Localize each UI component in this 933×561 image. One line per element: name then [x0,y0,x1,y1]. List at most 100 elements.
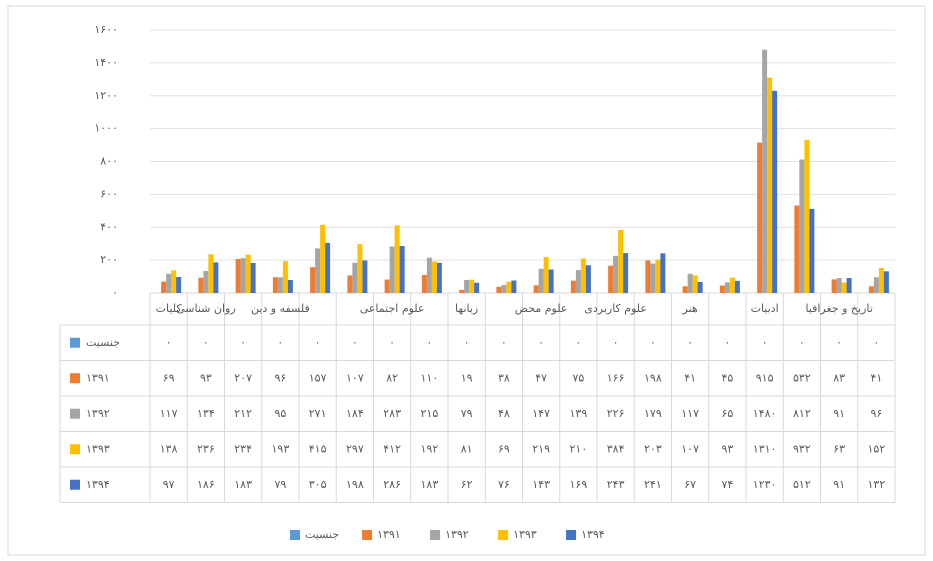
table-value: ۹۷ [163,478,175,491]
table-value: ۹۶ [274,371,286,384]
bar [362,260,368,293]
table-row-label: ۱۳۹۲ [86,407,110,420]
table-row-label: ۱۳۹۴ [86,478,110,491]
bar [166,273,172,293]
table-row-label: ۱۳۹۱ [86,371,110,384]
bar [469,279,475,293]
bar [171,270,177,293]
table-value: ۸۱۲ [793,407,811,420]
table-value: ۵۱۲ [793,478,811,491]
table-value: ۱۴۸۰ [753,407,777,420]
bar [352,262,358,293]
table-value: ۴۷ [535,371,547,384]
table-value: ۰ [650,336,656,349]
x-tick-label: علوم اجتماعی [360,302,425,315]
bar [804,139,810,293]
table-value: ۱۳۹ [570,407,588,420]
bar [697,281,703,293]
y-tick-label: ۱۰۰۰ [94,122,118,135]
y-tick-label: ۱۲۰۰ [94,89,118,102]
bar [389,246,395,293]
bar [203,270,209,293]
table-value: ۰ [352,336,358,349]
bar [623,253,629,293]
table-value: ۰ [426,336,432,349]
table-value: ۲۳۶ [197,442,215,455]
bar [655,259,661,293]
bar [310,267,316,293]
table-value: ۷۴ [721,478,733,491]
table-value: ۶۵ [721,407,733,420]
table-value: ۱۸۶ [197,478,215,491]
table-value: ۹۱۵ [756,371,774,384]
bar [692,275,698,293]
table-value: ۱۸۳ [234,478,252,491]
table-value: ۱۹۸ [644,371,662,384]
table-value: ۰ [166,336,172,349]
x-tick-label: علوم محض [515,302,568,315]
legend-label: ۱۳۹۴ [581,528,605,541]
table-value: ۳۸۴ [607,442,625,455]
table-value: ۹۶ [870,407,882,420]
table-value: ۱۸۳ [421,478,439,491]
table-value: ۰ [277,336,283,349]
table-value: ۱۸۴ [346,407,364,420]
bar [794,205,800,293]
legend-swatch [70,337,80,348]
bar [459,289,465,293]
table-value: ۹۳ [200,371,212,384]
x-tick-label: زبانها [455,302,478,315]
table-value: ۰ [464,336,470,349]
x-tick-label: هنر [682,302,698,315]
bar [464,280,470,293]
bar [724,282,730,293]
table-value: ۰ [762,336,768,349]
bar [836,278,842,293]
table-value: ۱۲۳۰ [753,478,777,491]
table-value: ۱۶۹ [570,478,588,491]
table-value: ۹۱ [833,407,845,420]
table-value: ۲۱۵ [421,407,439,420]
bar [762,49,768,293]
legend-swatch [70,444,80,455]
x-tick-label: تاریخ و جغرافیا [805,302,872,315]
legend-label: ۱۳۹۲ [445,528,469,541]
bar [645,260,651,293]
table-value: ۲۴۱ [644,478,662,491]
table-value: ۴۱۵ [309,442,327,455]
x-tick-label: ادبیات [751,302,779,315]
bar [208,254,214,293]
table-value: ۰ [799,336,805,349]
table-value: ۱۹ [461,371,473,384]
table-value: ۹۱ [833,478,845,491]
table-value: ۴۸ [498,407,510,420]
bar [431,261,437,293]
table-value: ۰ [389,336,395,349]
bar [575,270,581,293]
bar [384,279,390,293]
legend-swatch [430,530,441,540]
legend-swatch [566,530,577,540]
table-value: ۶۲ [461,478,473,491]
table-value: ۶۹ [498,442,510,455]
bar [719,285,725,293]
y-tick-label: ۱۶۰۰ [94,23,118,36]
legend-swatch [70,373,80,384]
table-value: ۱۰۷ [681,442,699,455]
bar [841,282,847,293]
bar [506,281,512,293]
legend-swatch [70,479,80,490]
table-value: ۴۱ [870,371,882,384]
table-value: ۰ [538,336,544,349]
table-value: ۰ [501,336,507,349]
bar [240,258,246,293]
table-row-label: جنسیت [86,336,120,349]
table-value: ۲۸۳ [383,407,401,420]
bar [660,253,666,293]
table-value: ۰ [203,336,209,349]
bar [282,261,288,293]
bar [570,280,576,293]
bar [873,277,879,293]
table-value: ۳۸ [498,371,510,384]
